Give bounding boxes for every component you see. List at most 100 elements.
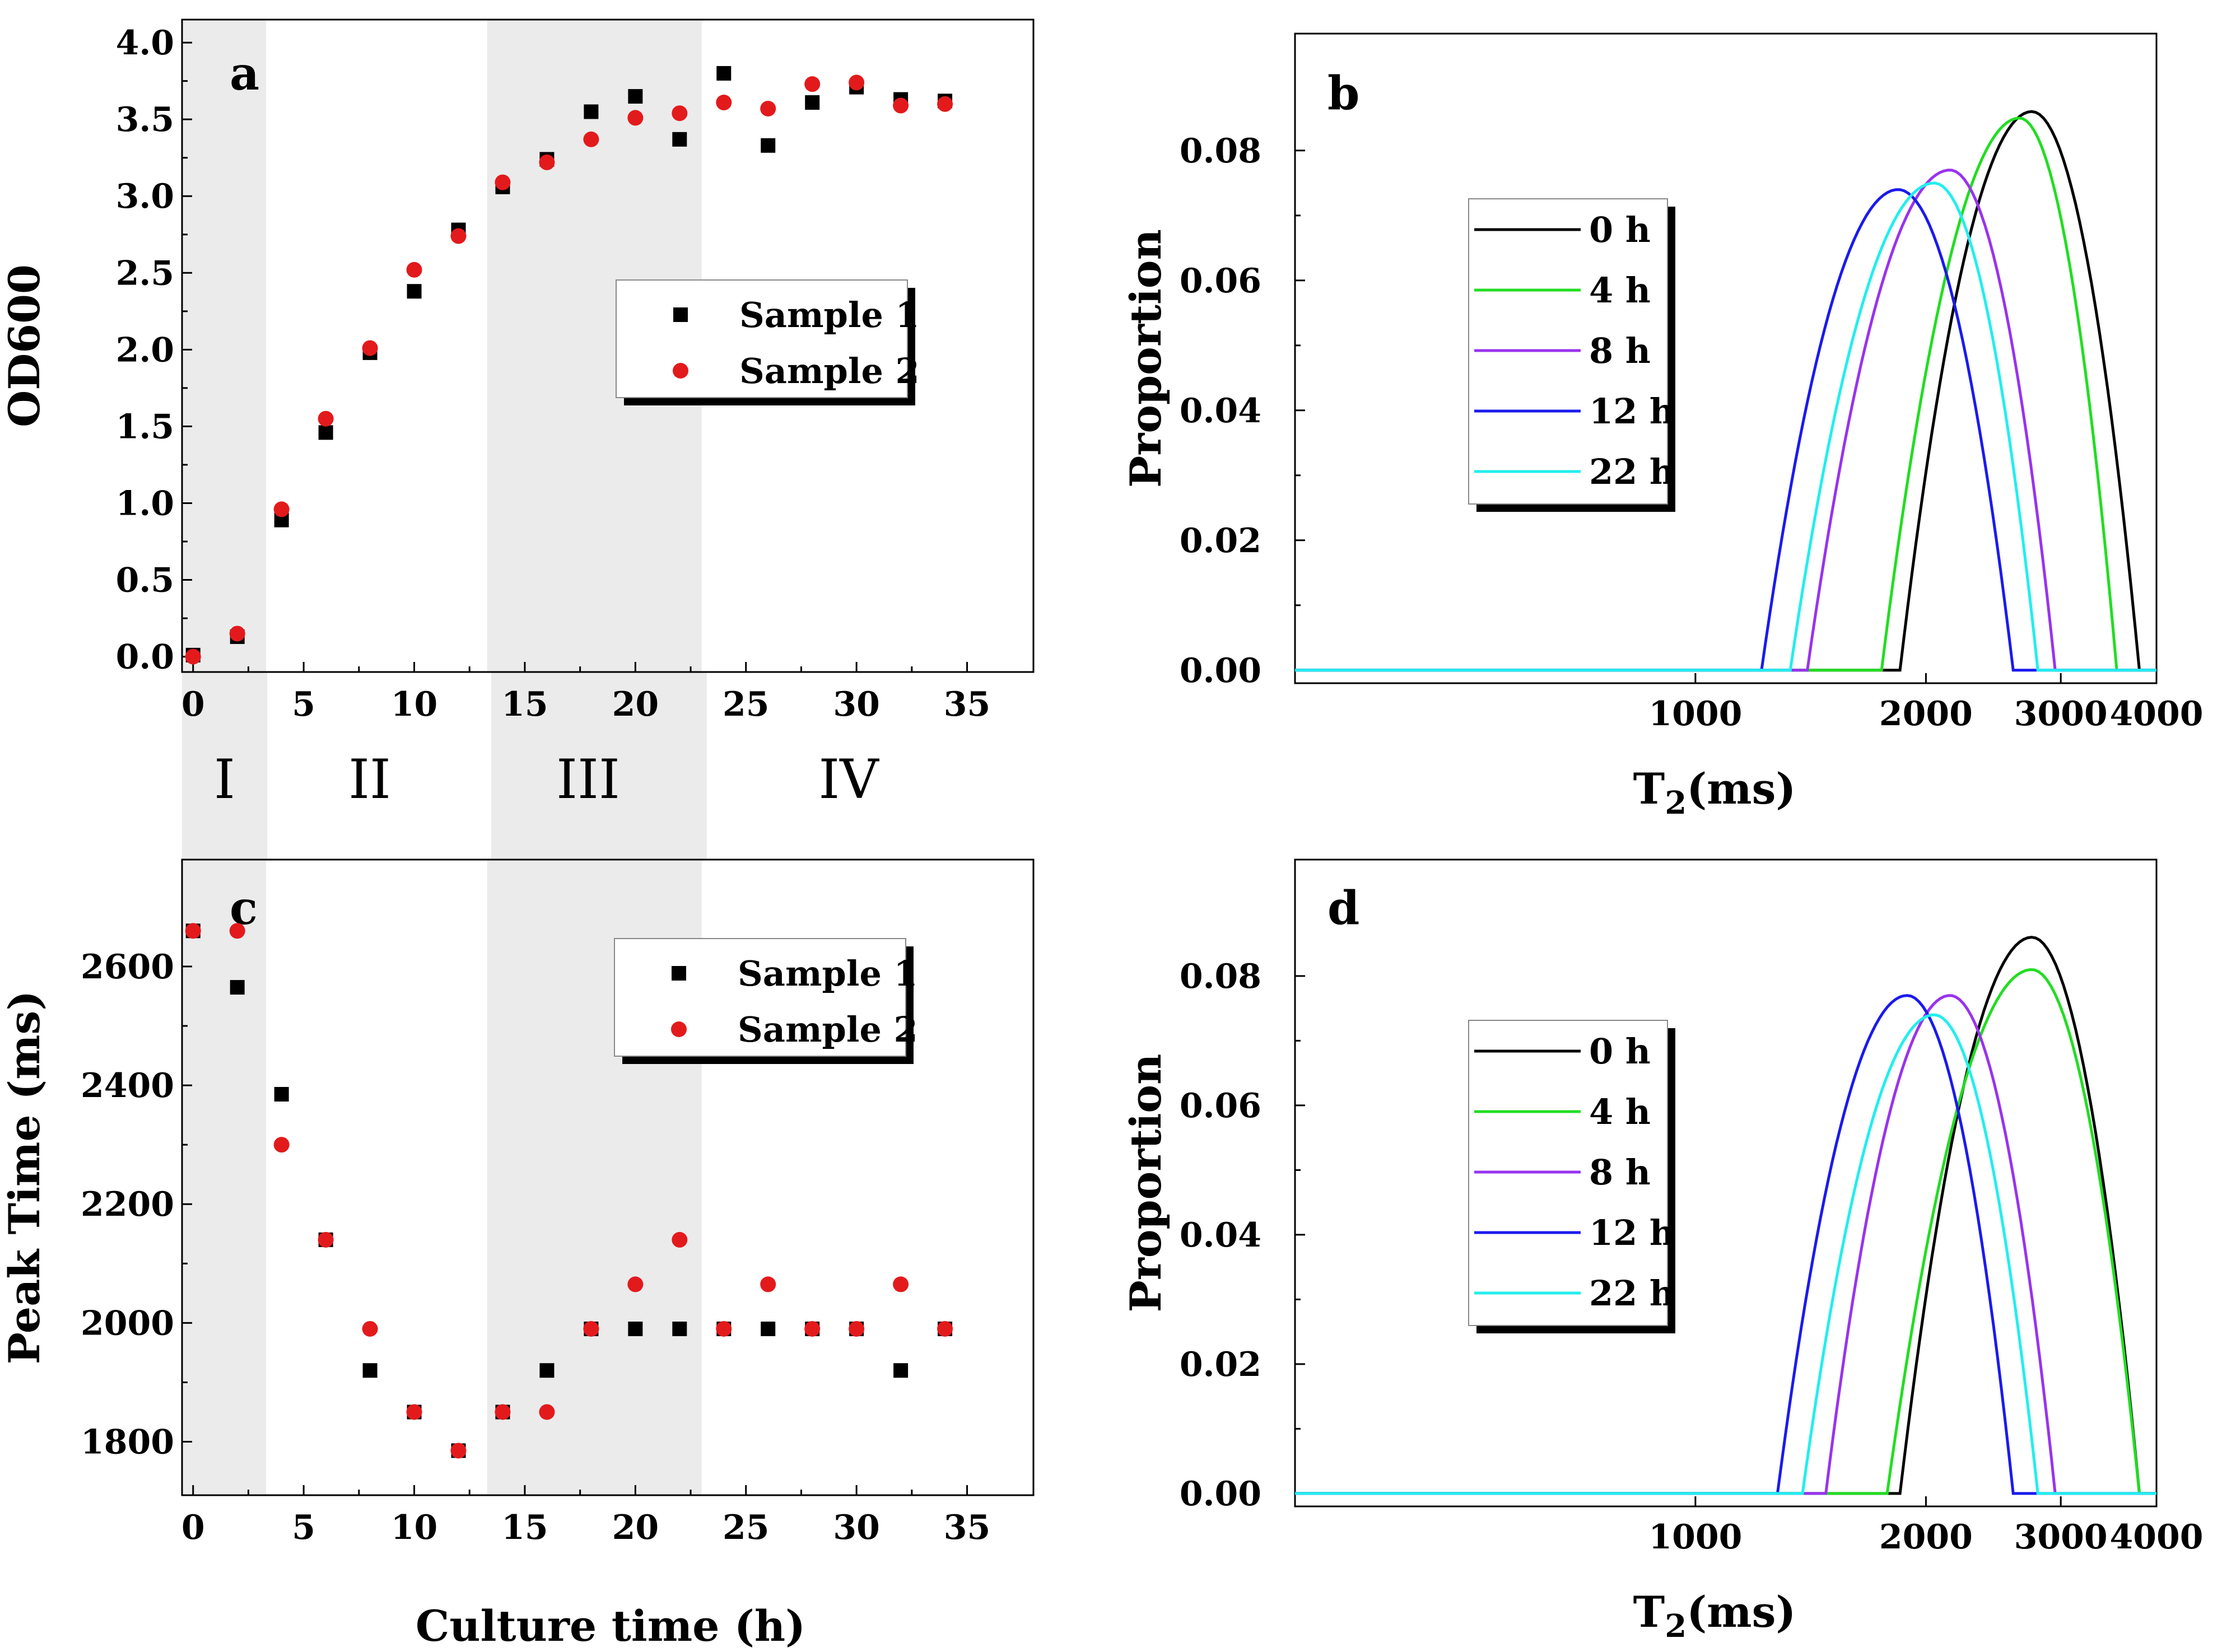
data-point-sample-2: [672, 1231, 688, 1248]
y-tick-label: 0.04: [1180, 1216, 1261, 1255]
y-tick-label: 3.0: [116, 177, 174, 216]
y-tick-label: 0.02: [1180, 521, 1261, 561]
legend-marker-sample-2: [671, 1021, 687, 1037]
legend-box: [616, 279, 908, 398]
y-tick-label: 0.00: [1180, 1474, 1261, 1514]
x-tick-label: 15: [501, 685, 548, 724]
plot-frame: [1294, 32, 2158, 684]
x-axis-label-culture-time: Culture time (h): [416, 1601, 805, 1651]
y-tick-label: 0.02: [1180, 1345, 1261, 1384]
y-tick-label: 0.5: [116, 561, 174, 600]
y-tick-label: 1.5: [116, 407, 174, 446]
legend-marker-sample-1: [672, 966, 686, 981]
data-point-sample-1: [539, 1363, 555, 1378]
y-tick-label: 0.06: [1180, 262, 1261, 301]
legend-marker-sample-2: [673, 363, 688, 379]
data-point-sample-2: [760, 100, 776, 116]
data-point-sample-1: [716, 66, 732, 81]
legend-label-sample-1: Sample 1: [739, 295, 920, 335]
legend-label-8h: 8 h: [1589, 1152, 1651, 1193]
data-point-sample-2: [362, 1320, 378, 1337]
panel-c-peak-time: 0 5 10 15 20 25 30 35 1800 2000 2200 2400 2600 Peak T…: [0, 858, 1035, 1547]
x-tick-label: 1000: [1648, 694, 1742, 734]
legend-label-12h: 12 h: [1589, 1212, 1675, 1253]
x-tick-label: 5: [292, 685, 315, 724]
y-tick-label: 2.0: [116, 330, 174, 370]
y-tick-label: 3.5: [116, 100, 174, 139]
data-point-sample-2: [716, 1320, 732, 1337]
y-tick-label: 2400: [81, 1066, 174, 1105]
series-line-8h: [1295, 994, 2156, 1495]
x-axis-label: T2(ms): [1633, 764, 1796, 822]
data-point-sample-2: [937, 1320, 953, 1337]
panel-a-od600: 0 5 10 15 20 25 30 35 0.0 0.5 1.0 1.5 2.0 2.5 3.0 3.5 4.…: [0, 18, 1035, 724]
x-tick-label: 10: [391, 1508, 438, 1547]
data-point-sample-2: [229, 923, 245, 939]
x-tick-label: 25: [723, 1508, 770, 1547]
x-tick-label: 25: [723, 685, 770, 724]
y-tick-label: 0.06: [1180, 1086, 1261, 1126]
data-point-sample-2: [273, 1137, 290, 1153]
data-point-sample-1: [805, 95, 820, 110]
phase-band-shade-2: [491, 672, 707, 860]
y-axis-label: Proportion: [1121, 1054, 1171, 1313]
x-tick-label: 15: [501, 1508, 548, 1547]
data-point-sample-1: [893, 1363, 909, 1378]
data-point-sample-2: [495, 174, 511, 190]
legend-label-0h: 0 h: [1589, 1031, 1651, 1072]
data-point-sample-2: [539, 154, 555, 170]
legend-label-22h: 22 h: [1589, 1273, 1675, 1314]
data-point-sample-2: [804, 1320, 821, 1337]
legend-label-sample-2: Sample 2: [739, 351, 920, 391]
plot-frame: [181, 858, 1035, 1496]
y-tick-label: 2600: [81, 948, 174, 987]
x-tick-label: 1000: [1648, 1518, 1742, 1557]
plot-frame: [1294, 858, 2158, 1508]
x-tick-label: 0: [181, 685, 205, 724]
x-tick-label: 20: [612, 685, 659, 724]
y-tick-label: 4.0: [116, 24, 174, 63]
phase-band-shade-1: [182, 672, 267, 860]
x-tick-label: 5: [292, 1508, 315, 1547]
data-point-sample-2: [627, 1276, 644, 1292]
data-point-sample-2: [583, 1320, 599, 1337]
data-point-sample-2: [229, 626, 245, 642]
panel-letter: b: [1327, 67, 1359, 120]
legend-label-22h: 22 h: [1589, 451, 1675, 492]
data-point-sample-1: [318, 425, 333, 440]
data-point-sample-2: [627, 110, 644, 126]
series-line-8h: [1295, 169, 2156, 672]
x-tick-label: 4000: [2110, 694, 2204, 734]
y-tick-label: 2200: [81, 1185, 174, 1224]
panel-letter: a: [230, 47, 259, 101]
data-point-sample-2: [760, 1276, 776, 1292]
phase-label-3: III: [556, 748, 620, 811]
legend-label-sample-2: Sample 2: [738, 1009, 918, 1050]
phase-shade-1: [182, 860, 267, 1495]
series-line-12h: [1295, 188, 2156, 672]
data-point-sample-2: [406, 262, 422, 278]
phase-label-4: IV: [818, 748, 879, 811]
y-tick-label: 1.0: [116, 484, 174, 523]
data-point-sample-2: [362, 340, 378, 356]
data-point-sample-2: [185, 923, 201, 939]
data-point-sample-2: [893, 1276, 909, 1292]
y-tick-label: 0.08: [1180, 132, 1261, 171]
x-tick-label: 3000: [2014, 694, 2108, 734]
x-tick-label: 35: [944, 1508, 991, 1547]
series-line-12h: [1295, 994, 2156, 1495]
data-point-sample-2: [672, 105, 688, 122]
y-tick-label: 0.04: [1180, 391, 1261, 431]
series-line-4h: [1295, 968, 2156, 1495]
data-point-sample-2: [804, 76, 821, 92]
data-point-sample-2: [849, 74, 865, 91]
data-point-sample-2: [450, 228, 467, 244]
y-tick-label: 1800: [81, 1423, 174, 1462]
data-point-sample-1: [761, 138, 776, 153]
data-point-sample-1: [274, 1086, 289, 1102]
data-point-sample-2: [185, 648, 201, 665]
phase-shade-1: [182, 20, 267, 672]
x-tick-label: 4000: [2110, 1518, 2204, 1557]
y-axis-label: Peak Time (ms): [0, 991, 49, 1365]
legend-label-4h: 4 h: [1589, 270, 1651, 311]
